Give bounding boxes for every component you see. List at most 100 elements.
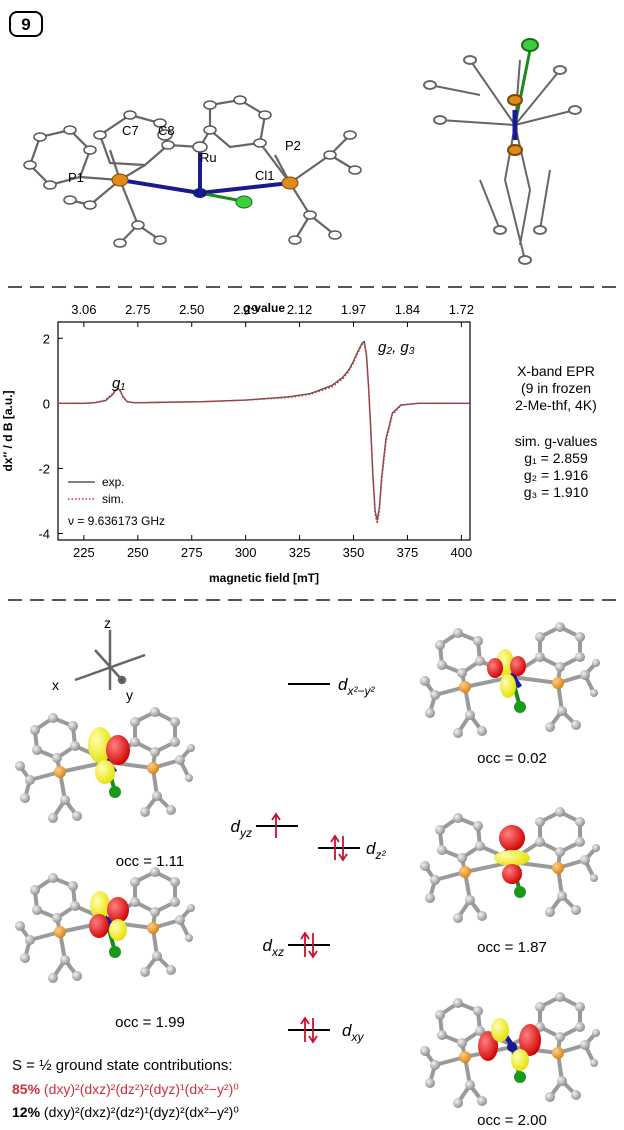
axes-icon — [74, 630, 146, 690]
sim-value: g₃ = 1.910 — [524, 484, 589, 500]
orbital-label: dxy — [342, 1021, 364, 1044]
x2-tick-label: 2.12 — [287, 302, 312, 317]
x-tick-label: 325 — [289, 545, 311, 560]
epr-info: 2-Me-thf, 4K) — [515, 397, 597, 413]
lobe — [487, 658, 503, 678]
orbital-subscript: xz — [271, 945, 284, 959]
legend-label: sim. — [102, 492, 124, 506]
electron-arrow-head — [300, 1016, 310, 1025]
x2-tick-label: 2.29 — [233, 302, 258, 317]
x-tick-label: 375 — [397, 545, 419, 560]
electron-arrow-head — [308, 1035, 318, 1044]
y-tick-label: 2 — [43, 331, 50, 346]
percent: 12% — [12, 1104, 41, 1120]
occupation: occ = 2.00 — [477, 1112, 547, 1129]
sim-heading: sim. g-values — [515, 433, 597, 449]
atom-label: C7 — [122, 123, 139, 138]
electron-arrow-head — [330, 834, 340, 843]
orbital-letter: d — [342, 1021, 352, 1040]
orbital-label: dxz — [263, 936, 284, 959]
percent: 85% — [12, 1081, 41, 1097]
orbital-subscript: z² — [374, 848, 386, 862]
orbital-subscript: yz — [239, 826, 252, 840]
x-tick-label: 300 — [235, 545, 257, 560]
y-tick-label: 0 — [43, 396, 50, 411]
occupation: occ = 1.99 — [115, 1014, 185, 1031]
orbital-letter: d — [366, 839, 376, 858]
peak-label: g₁ — [112, 375, 125, 392]
lobe — [90, 891, 110, 919]
x-tick-label: 400 — [451, 545, 473, 560]
electron-arrow-head — [300, 931, 310, 940]
x2-tick-label: 3.06 — [71, 302, 96, 317]
orbital-subscript: xy — [350, 1030, 364, 1044]
lobe — [89, 914, 109, 938]
electron-arrow-head — [308, 950, 318, 959]
atom-label: C8 — [158, 123, 175, 138]
x-tick-label: 275 — [181, 545, 203, 560]
x-tick-label: 350 — [343, 545, 365, 560]
axis-letter: x — [52, 677, 59, 693]
lobe — [511, 1049, 529, 1071]
electron-arrow-head — [271, 812, 281, 821]
occupation: occ = 1.87 — [477, 939, 547, 956]
x-tick-label: 225 — [73, 545, 95, 560]
atom-label: Ru — [200, 150, 217, 165]
series-line — [58, 341, 470, 524]
orbital-structure — [420, 992, 600, 1108]
orbital-letter: d — [263, 936, 273, 955]
lobe — [499, 825, 525, 851]
x2-tick-label: 2.75 — [125, 302, 150, 317]
occupation: occ = 1.11 — [116, 853, 185, 870]
x2-tick-label: 1.84 — [395, 302, 420, 317]
y-axis-label: dx″ / d B [a.u.] — [1, 390, 15, 471]
x2-axis-label: g-value — [243, 301, 285, 315]
compound-box — [9, 11, 43, 37]
x2-tick-label: 2.50 — [179, 302, 204, 317]
sim-value: g₂ = 1.916 — [524, 467, 588, 483]
orbital-label: dz² — [366, 839, 386, 862]
lobe — [491, 1018, 509, 1042]
epr-info: (9 in frozen — [521, 380, 591, 396]
x2-tick-label: 1.97 — [341, 302, 366, 317]
lobe — [107, 897, 129, 923]
epr-info: X-band EPR — [517, 363, 595, 379]
contribution: 12% (dxy)²(dxz)²(dz²)¹(dyz)²(dx²−y²)⁰ — [12, 1104, 239, 1120]
lobe — [106, 735, 130, 765]
contribution: 85% (dxy)²(dxz)²(dz²)²(dyz)¹(dx²−y²)⁰ — [12, 1081, 239, 1097]
sim-value: g₁ = 2.859 — [524, 450, 588, 466]
frequency-note: ν = 9.636173 GHz — [68, 514, 165, 528]
peak-label: g₂, g₃ — [378, 339, 415, 356]
lobe — [494, 850, 530, 866]
y-tick-label: -2 — [38, 461, 50, 476]
configuration: (dxy)²(dxz)²(dz²)¹(dyz)²(dx²−y²)⁰ — [44, 1104, 239, 1120]
x2-tick-label: 1.72 — [449, 302, 474, 317]
orbital-letter: d — [231, 817, 241, 836]
atom-label: P2 — [285, 138, 301, 153]
ortep-side — [423, 38, 582, 265]
orbital-label: dx²−y² — [338, 675, 375, 698]
legend-label: exp. — [102, 475, 125, 489]
lobe — [478, 1031, 498, 1061]
lobe — [88, 727, 112, 763]
y-tick-label: -4 — [38, 526, 50, 541]
x-tick-label: 250 — [127, 545, 149, 560]
configuration: (dxy)²(dxz)²(dz²)²(dyz)¹(dx²−y²)⁰ — [44, 1081, 239, 1097]
axis-letter: y — [126, 687, 133, 703]
orbital-subscript: x²−y² — [346, 684, 375, 698]
orbital-pictures — [15, 622, 600, 1108]
plot-frame — [57, 321, 471, 541]
lobe — [519, 1024, 541, 1056]
lobe — [95, 760, 115, 784]
compound-label: 9 — [21, 15, 30, 34]
occupation: occ = 0.02 — [477, 750, 547, 767]
lobe — [109, 919, 127, 941]
x-axis-label: magnetic field [mT] — [209, 571, 319, 585]
atom-label: Cl1 — [255, 168, 275, 183]
lobe — [510, 656, 526, 676]
axis-letter: z — [104, 615, 111, 631]
lobe — [500, 674, 516, 698]
orbital-letter: d — [338, 675, 348, 694]
atom-label: P1 — [68, 170, 84, 185]
